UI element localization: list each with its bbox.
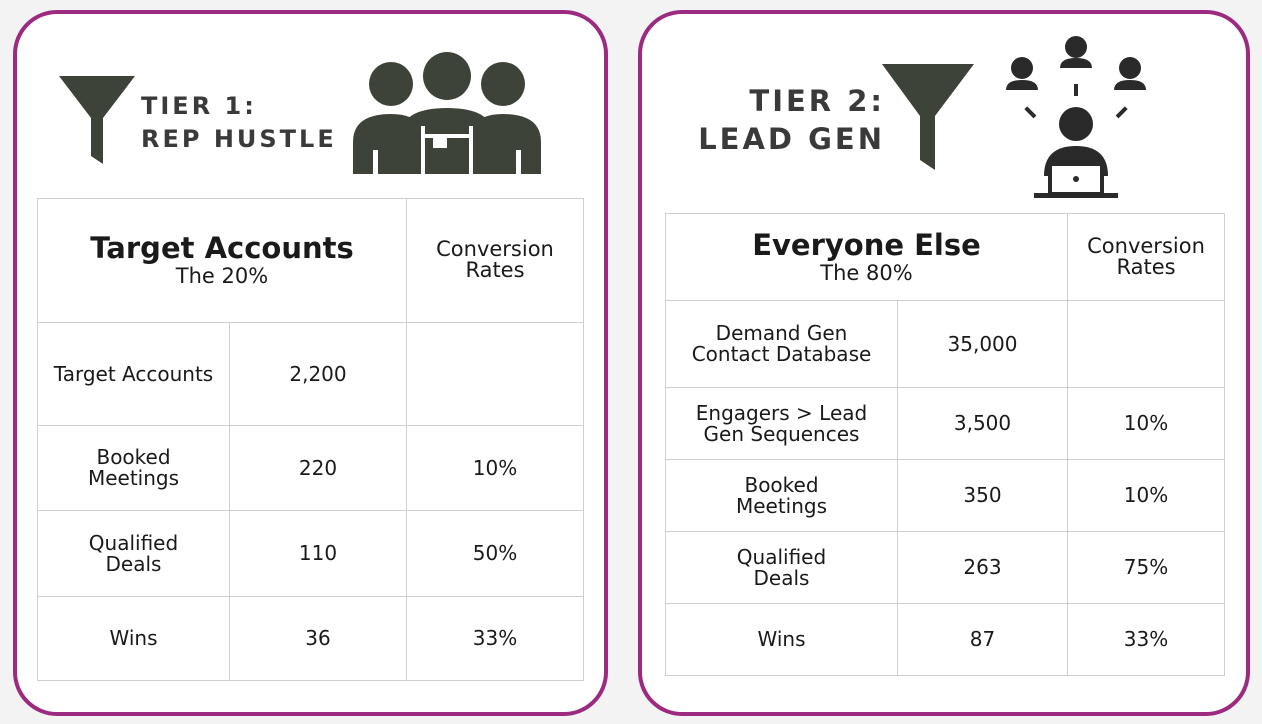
row-label: Wins: [665, 603, 898, 676]
row-rate: 33%: [406, 596, 584, 681]
row-label: Qualified Deals: [665, 531, 898, 604]
row-rate: 33%: [1067, 603, 1226, 676]
row-label: Demand Gen Contact Database: [665, 300, 898, 388]
row-label: Booked Meetings: [37, 425, 230, 511]
table-row: Wins 36 33%: [37, 596, 584, 681]
row-value: 220: [229, 425, 407, 511]
row-value: 36: [229, 596, 407, 681]
segment-title: Target Accounts: [90, 231, 354, 265]
conversion-header: Conversion Rates: [1067, 213, 1226, 301]
row-rate: 10%: [1067, 387, 1226, 460]
row-value: 35,000: [896, 300, 1069, 388]
funnel-icon: [882, 64, 974, 170]
row-rate: 50%: [406, 510, 584, 597]
row-value: 87: [896, 603, 1069, 676]
table-row: Booked Meetings 220 10%: [37, 425, 584, 511]
row-label: Target Accounts: [37, 322, 230, 426]
row-label: Booked Meetings: [665, 459, 898, 532]
row-rate: 75%: [1067, 531, 1226, 604]
conversion-label: Conversion Rates: [1087, 234, 1205, 279]
row-rate: [406, 322, 584, 426]
row-rate: [1067, 300, 1226, 388]
table-header-row: Everyone Else The 80% Conversion Rates: [664, 213, 1226, 301]
header-cell: Target Accounts The 20%: [37, 198, 407, 323]
tier1-table: Target Accounts The 20% Conversion Rates…: [37, 198, 584, 681]
row-rate: 10%: [406, 425, 584, 511]
row-value: 2,200: [229, 322, 407, 426]
table-row: Qualified Deals 263 75%: [665, 531, 1226, 604]
table-row: Booked Meetings 350 10%: [665, 459, 1226, 532]
tier2-table: Everyone Else The 80% Conversion Rates D…: [664, 213, 1226, 676]
funnel-icon: [59, 76, 135, 164]
table-row: Wins 87 33%: [665, 603, 1226, 676]
tier2-title: TIER 2: LEAD GEN: [698, 84, 885, 156]
segment-subtitle: The 80%: [820, 260, 913, 285]
segment-title: Everyone Else: [752, 227, 981, 262]
segment-subtitle: The 20%: [175, 264, 269, 288]
table-header-row: Target Accounts The 20% Conversion Rates: [37, 198, 584, 323]
table-row: Engagers > Lead Gen Sequences 3,500 10%: [665, 387, 1226, 460]
header-cell: Everyone Else The 80%: [664, 213, 1069, 301]
row-value: 3,500: [896, 387, 1069, 460]
row-value: 263: [896, 531, 1069, 604]
conversion-header: Conversion Rates: [406, 198, 584, 323]
conversion-label: Conversion Rates: [436, 237, 554, 282]
team-icon: [353, 52, 541, 174]
tier1-title: TIER 1: REP HUSTLE: [141, 92, 337, 153]
table-row: Target Accounts 2,200: [37, 322, 584, 426]
row-label: Wins: [37, 596, 230, 681]
network-people-icon: [1006, 36, 1146, 198]
row-label: Qualified Deals: [37, 510, 230, 597]
row-value: 110: [229, 510, 407, 597]
table-row: Qualified Deals 110 50%: [37, 510, 584, 597]
table-row: Demand Gen Contact Database 35,000: [665, 300, 1226, 388]
row-value: 350: [896, 459, 1069, 532]
row-label: Engagers > Lead Gen Sequences: [665, 387, 898, 460]
row-rate: 10%: [1067, 459, 1226, 532]
